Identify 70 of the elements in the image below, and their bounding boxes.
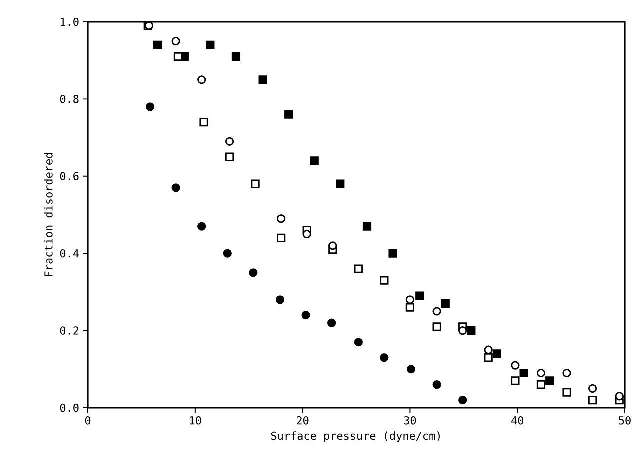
point bbox=[200, 118, 208, 127]
y-axis-title: Fraction disordered bbox=[44, 153, 53, 276]
y-tick-label: 0.4 bbox=[60, 249, 79, 258]
point bbox=[588, 396, 598, 405]
point bbox=[154, 40, 162, 50]
point bbox=[146, 102, 155, 112]
point bbox=[432, 322, 442, 332]
point bbox=[225, 152, 234, 162]
point bbox=[249, 268, 258, 278]
point bbox=[206, 40, 215, 50]
point bbox=[380, 276, 389, 285]
point bbox=[562, 388, 572, 397]
y-tick-label: 0.0 bbox=[60, 404, 79, 412]
point bbox=[562, 368, 572, 378]
point bbox=[406, 365, 416, 374]
y-tick-label: 1.0 bbox=[61, 18, 79, 26]
x-tick-label: 0 bbox=[85, 416, 91, 425]
point bbox=[362, 222, 372, 231]
point bbox=[277, 234, 286, 242]
point bbox=[406, 296, 415, 304]
point bbox=[458, 326, 468, 336]
x-tick-label: 40 bbox=[512, 416, 524, 425]
point bbox=[511, 361, 520, 370]
point bbox=[302, 311, 310, 320]
point bbox=[232, 52, 241, 62]
point bbox=[336, 180, 345, 188]
point bbox=[223, 249, 232, 258]
point bbox=[546, 376, 554, 386]
point bbox=[406, 303, 415, 312]
point bbox=[520, 368, 528, 378]
point bbox=[284, 110, 294, 119]
y-tick-label: 0.8 bbox=[60, 95, 79, 104]
point bbox=[388, 249, 398, 258]
point bbox=[302, 230, 312, 239]
point bbox=[416, 292, 424, 300]
point bbox=[511, 376, 520, 386]
point bbox=[458, 396, 468, 405]
point bbox=[588, 384, 598, 393]
point bbox=[276, 296, 285, 304]
point bbox=[492, 350, 502, 358]
point bbox=[536, 368, 546, 378]
point bbox=[198, 76, 206, 84]
point bbox=[484, 354, 493, 362]
point bbox=[251, 180, 260, 188]
point bbox=[354, 264, 363, 274]
x-tick-label: 30 bbox=[404, 416, 416, 425]
point bbox=[277, 214, 286, 224]
point bbox=[536, 380, 546, 390]
point bbox=[198, 222, 206, 231]
point bbox=[328, 318, 336, 328]
point bbox=[484, 346, 493, 354]
point bbox=[328, 242, 338, 250]
x-tick-label: 50 bbox=[619, 416, 631, 425]
x-axis-title: Surface pressure (dyne/cm) bbox=[271, 432, 440, 442]
y-tick-label: 0.6 bbox=[60, 172, 79, 181]
point bbox=[380, 354, 389, 362]
point bbox=[354, 338, 363, 347]
point bbox=[258, 76, 268, 84]
x-tick-label: 20 bbox=[297, 416, 309, 425]
point bbox=[172, 184, 180, 192]
point bbox=[310, 156, 319, 166]
point bbox=[467, 326, 476, 336]
point bbox=[225, 137, 234, 146]
point bbox=[441, 299, 450, 308]
point bbox=[432, 380, 442, 390]
y-tick-label: 0.2 bbox=[60, 326, 79, 335]
x-tick-label: 10 bbox=[190, 416, 202, 425]
point bbox=[432, 307, 442, 316]
point bbox=[174, 52, 183, 62]
point bbox=[172, 36, 180, 46]
